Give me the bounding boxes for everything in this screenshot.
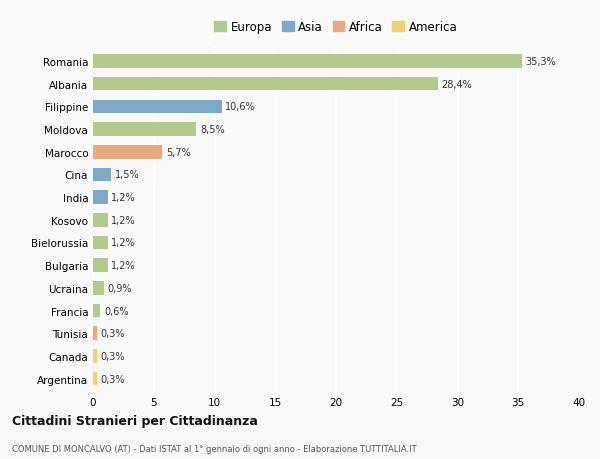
- Text: Cittadini Stranieri per Cittadinanza: Cittadini Stranieri per Cittadinanza: [12, 414, 258, 428]
- Text: 0,3%: 0,3%: [100, 351, 125, 361]
- Bar: [93, 259, 107, 272]
- Text: 0,9%: 0,9%: [107, 283, 132, 293]
- Text: 1,2%: 1,2%: [111, 238, 136, 248]
- Bar: [93, 372, 97, 386]
- Bar: [93, 281, 104, 295]
- Bar: [93, 327, 97, 341]
- Bar: [93, 349, 97, 363]
- Bar: [93, 236, 107, 250]
- Legend: Europa, Asia, Africa, America: Europa, Asia, Africa, America: [209, 16, 463, 39]
- Text: 0,6%: 0,6%: [104, 306, 128, 316]
- Text: 0,3%: 0,3%: [100, 374, 125, 384]
- Bar: [93, 191, 107, 204]
- Text: 35,3%: 35,3%: [526, 57, 556, 67]
- Text: 0,3%: 0,3%: [100, 329, 125, 339]
- Text: COMUNE DI MONCALVO (AT) - Dati ISTAT al 1° gennaio di ogni anno - Elaborazione T: COMUNE DI MONCALVO (AT) - Dati ISTAT al …: [12, 444, 416, 453]
- Text: 1,2%: 1,2%: [111, 193, 136, 203]
- Text: 28,4%: 28,4%: [442, 79, 472, 90]
- Text: 8,5%: 8,5%: [200, 125, 224, 135]
- Text: 1,5%: 1,5%: [115, 170, 139, 180]
- Text: 1,2%: 1,2%: [111, 215, 136, 225]
- Bar: [93, 78, 438, 91]
- Text: 10,6%: 10,6%: [226, 102, 256, 112]
- Text: 5,7%: 5,7%: [166, 147, 191, 157]
- Bar: [93, 100, 222, 114]
- Bar: [93, 304, 100, 318]
- Text: 1,2%: 1,2%: [111, 261, 136, 271]
- Bar: [93, 123, 196, 136]
- Bar: [93, 213, 107, 227]
- Bar: [93, 146, 162, 159]
- Bar: [93, 55, 522, 68]
- Bar: [93, 168, 111, 182]
